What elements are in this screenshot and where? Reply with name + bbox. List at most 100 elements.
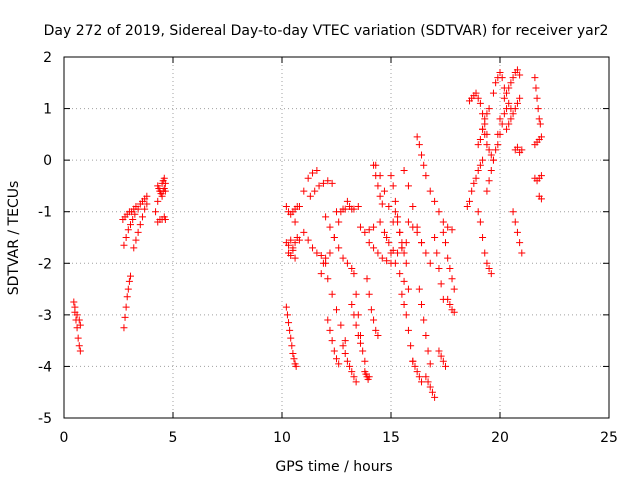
x-tick-label: 20 (491, 430, 509, 446)
data-point (289, 350, 297, 358)
data-point (435, 347, 443, 355)
data-point (346, 362, 354, 370)
data-point (126, 272, 134, 280)
x-tick-label: 10 (273, 430, 291, 446)
x-axis-label: GPS time / hours (275, 459, 392, 475)
data-point (450, 308, 458, 316)
data-point (74, 334, 82, 342)
data-point (479, 234, 487, 241)
data-point (483, 141, 491, 149)
data-point (400, 277, 408, 285)
data-point (311, 187, 319, 195)
data-point (533, 94, 541, 102)
axis-ticks (63, 56, 610, 419)
data-point (343, 259, 351, 267)
data-point (389, 182, 397, 190)
data-point (531, 74, 539, 82)
data-point (341, 350, 349, 358)
data-point (283, 311, 291, 319)
data-point (380, 228, 388, 236)
data-point (463, 203, 471, 211)
data-point (161, 179, 169, 187)
data-point (328, 337, 336, 345)
data-point (354, 331, 362, 339)
data-point (474, 208, 482, 216)
data-point (378, 254, 386, 262)
series-trace-26 (361, 368, 373, 383)
data-point (376, 172, 384, 180)
data-point (356, 223, 364, 231)
data-point (513, 228, 521, 236)
series-trace-28 (365, 239, 395, 267)
data-point (335, 360, 343, 368)
data-point (75, 316, 83, 324)
data-point (476, 161, 484, 169)
data-point (498, 74, 506, 82)
data-point (372, 161, 380, 169)
series-trace-33 (387, 172, 406, 252)
data-point (324, 316, 332, 324)
data-point (141, 205, 149, 213)
data-point (350, 205, 358, 213)
series-trace-38 (409, 357, 426, 386)
data-point (121, 313, 129, 321)
data-point (374, 249, 382, 257)
data-point (70, 298, 78, 306)
series-trace-20 (324, 316, 343, 368)
data-point (361, 228, 369, 236)
data-point (73, 311, 81, 319)
data-point (418, 378, 426, 386)
series-trace-51 (479, 125, 497, 164)
data-point (422, 249, 430, 257)
series-trace-23 (350, 270, 369, 365)
data-point (126, 221, 134, 229)
data-point (398, 290, 406, 298)
data-point (496, 130, 504, 138)
y-tick-label: -2 (38, 256, 52, 272)
data-point (479, 156, 487, 164)
series-trace-08 (154, 182, 169, 200)
data-point (439, 357, 447, 365)
plot-frame (63, 56, 610, 419)
data-point (402, 259, 410, 267)
data-point (535, 115, 543, 123)
data-point (415, 141, 423, 149)
data-point (313, 249, 321, 257)
data-points (70, 66, 545, 401)
data-point (343, 197, 351, 205)
series-trace-46 (444, 295, 458, 316)
data-point (483, 110, 491, 118)
series-trace-04 (119, 192, 151, 223)
series-trace-01 (70, 298, 84, 355)
data-point (330, 347, 338, 355)
data-point (420, 161, 428, 169)
data-point (315, 182, 323, 190)
series-trace-11 (282, 203, 301, 218)
data-point (476, 99, 484, 107)
data-point (516, 94, 524, 102)
data-point (359, 347, 367, 355)
data-point (350, 311, 358, 319)
data-point (361, 357, 369, 365)
series-trace-37 (404, 218, 434, 267)
data-point (516, 239, 524, 247)
data-point (398, 239, 406, 247)
data-point (435, 264, 443, 272)
y-tick-label: -1 (38, 205, 52, 221)
data-point (400, 249, 408, 257)
data-point (422, 331, 430, 339)
data-point (413, 228, 421, 236)
data-point (494, 141, 502, 149)
data-point (370, 316, 378, 324)
data-point (120, 324, 128, 332)
data-point (444, 295, 452, 303)
data-point (330, 234, 338, 241)
data-point (365, 239, 373, 247)
data-point (481, 115, 489, 123)
data-point (404, 326, 412, 334)
data-point (339, 254, 347, 262)
data-point (470, 179, 478, 187)
data-point (124, 285, 132, 293)
data-point (511, 218, 519, 226)
data-point (286, 326, 294, 334)
